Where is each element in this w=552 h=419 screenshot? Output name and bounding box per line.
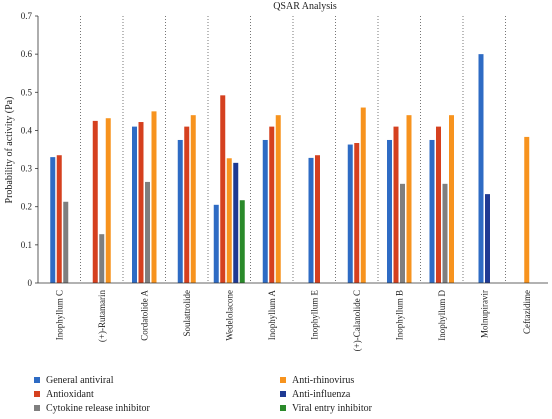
bar-0-4	[213, 204, 219, 283]
bar-1-9	[436, 126, 441, 283]
category-label: Cordatolide A	[139, 290, 149, 341]
bar-1-1	[92, 120, 98, 284]
category-label: Soulattrolide	[182, 290, 192, 337]
bar-3-7	[360, 107, 366, 284]
category-label: Molnupiravir	[479, 290, 489, 338]
category-label: (+)-Calanolide C	[352, 290, 362, 351]
bar-4-10	[485, 194, 490, 283]
axes	[37, 16, 548, 284]
y-tick-label: 0.2	[21, 202, 32, 212]
category-label: Inophyllum A	[267, 290, 277, 341]
bar-3-8	[406, 115, 412, 284]
category-label: Ceftazidime	[522, 290, 532, 334]
bar-1-4	[220, 95, 226, 283]
bar-2-1	[99, 234, 105, 283]
bar-0-5	[262, 139, 268, 283]
bar-1-5	[269, 126, 275, 283]
y-tick-label: 0.3	[21, 164, 33, 174]
bar-3-5	[275, 115, 281, 284]
bar-3-9	[449, 115, 454, 284]
bar-1-2	[138, 122, 144, 283]
bars	[50, 54, 530, 284]
y-axis-ticks: 0 0.1 0.2 0.3 0.4 0.5 0.6 0.7	[21, 11, 38, 288]
bar-3-3	[190, 115, 196, 284]
legend: General antiviral Antioxidant Cytokine rel…	[34, 375, 373, 414]
bar-2-0	[63, 201, 69, 283]
bar-0-8	[387, 139, 392, 283]
legend-swatch	[280, 391, 286, 397]
legend-swatch	[34, 391, 40, 397]
bar-0-6	[308, 157, 314, 283]
bar-1-8	[393, 126, 399, 283]
legend-label: Antioxidant	[46, 389, 94, 400]
bar-2-8	[400, 183, 405, 283]
bar-0-3	[177, 139, 183, 283]
legend-swatch	[280, 405, 286, 411]
legend-label: Cytokine release inhibitor	[46, 403, 151, 414]
bar-4-4	[233, 162, 239, 283]
bar-0-9	[429, 139, 435, 283]
y-tick-label: 0.4	[21, 125, 33, 135]
y-tick-label: 0	[28, 278, 33, 288]
legend-label: Anti-influenza	[292, 389, 351, 400]
category-label: Inophyllum D	[437, 290, 447, 341]
bar-3-1	[105, 118, 111, 283]
bar-5-4	[239, 200, 245, 283]
bar-2-2	[145, 181, 150, 283]
category-label: (+)-Rutamarin	[97, 290, 107, 343]
legend-label: Anti-rhinovirus	[292, 375, 354, 386]
category-label: Inophyllum C	[54, 290, 64, 340]
bar-0-2	[132, 126, 137, 283]
category-label: Wedelolacone	[224, 290, 234, 341]
category-label: Inophyllum E	[309, 290, 319, 340]
y-axis-label: Probability of activity (Pa)	[4, 97, 15, 204]
bar-3-2	[151, 111, 157, 283]
category-labels: Inophyllum C (+)-Rutamarin Cordatolide A So…	[54, 290, 532, 352]
legend-label: Viral entry inhibitor	[292, 403, 373, 414]
legend-swatch	[34, 377, 40, 383]
category-label: Inophyllum B	[394, 290, 404, 340]
bar-0-0	[50, 157, 56, 283]
legend-label: General antiviral	[46, 375, 114, 386]
bar-3-4	[226, 158, 232, 283]
bar-3-11	[524, 136, 530, 283]
bar-1-0	[56, 155, 62, 283]
legend-swatch	[34, 405, 40, 411]
bar-1-3	[184, 126, 190, 283]
bar-1-6	[315, 155, 320, 283]
category-separators	[80, 16, 506, 283]
bar-0-10	[478, 54, 484, 284]
y-tick-label: 0.6	[21, 49, 33, 59]
chart-title: QSAR Analysis	[273, 1, 337, 12]
bar-2-9	[442, 183, 448, 283]
y-tick-label: 0.5	[21, 87, 33, 97]
bar-0-7	[347, 144, 353, 283]
y-tick-label: 0.7	[21, 11, 33, 21]
legend-swatch	[280, 377, 286, 383]
y-tick-label: 0.1	[21, 240, 32, 250]
bar-1-7	[354, 143, 360, 283]
